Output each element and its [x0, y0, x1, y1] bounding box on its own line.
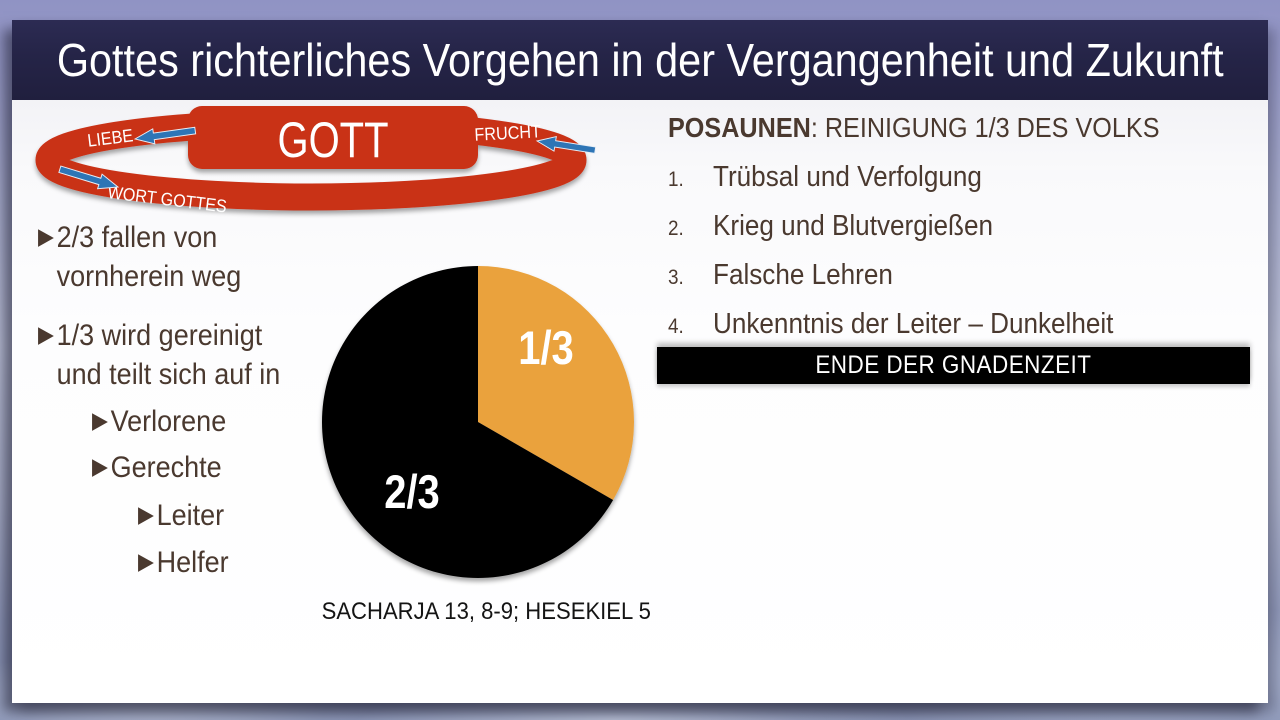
list-item-label: Gerechte — [110, 451, 222, 484]
gott-cycle-diagram: GOTT LIEBE FRUCHT WORT GOTTES — [35, 106, 597, 217]
triangle-bullet-icon: ▶ — [38, 224, 54, 250]
triangle-bullet-icon: ▶ — [92, 454, 108, 480]
gott-box — [188, 106, 478, 169]
numbered-item: 1. Trübsal und Verfolgung — [668, 161, 982, 194]
triangle-bullet-icon: ▶ — [92, 408, 108, 434]
list-item: ▶ 2/3 fallen von vornherein weg — [38, 218, 247, 296]
ende-der-gnadenzeit-banner: ENDE DER GNADENZEIT — [657, 347, 1250, 384]
wort-gottes-arrow-icon — [58, 165, 120, 190]
item-label: Trübsal und Verfolgung — [713, 161, 982, 193]
list-item: ▶ Gerechte — [92, 448, 222, 487]
pie-slice-one-third — [478, 266, 634, 500]
page-title: Gottes richterliches Vorgehen in der Ver… — [56, 34, 1224, 86]
list-item-label: Verlorene — [110, 405, 227, 438]
triangle-bullet-icon: ▶ — [138, 502, 154, 528]
list-item: ▶ 1/3 wird gereinigt und teilt sich auf … — [38, 316, 292, 394]
posaunen-heading: POSAUNEN: REINIGUNG 1/3 DES VOLKS — [668, 112, 1160, 144]
pie-slice-two-thirds — [322, 266, 614, 578]
frucht-label: FRUCHT — [474, 121, 542, 144]
list-item: ▶ Leiter — [138, 496, 224, 535]
item-number: 3. — [668, 266, 684, 289]
item-number: 2. — [668, 217, 684, 240]
banner-label: ENDE DER GNADENZEIT — [815, 351, 1092, 379]
numbered-item: 3. Falsche Lehren — [668, 259, 893, 292]
liebe-arrow-icon — [133, 126, 197, 145]
list-item: ▶ Helfer — [138, 543, 229, 582]
item-label: Unkenntnis der Leiter – Dunkelheit — [713, 308, 1114, 340]
triangle-bullet-icon: ▶ — [38, 322, 54, 348]
list-item-label: 1/3 wird gereinigt und teilt sich auf in — [56, 319, 281, 391]
list-item-label: Helfer — [156, 546, 229, 579]
slide-canvas: Gottes richterliches Vorgehen in der Ver… — [12, 20, 1268, 703]
posaunen-heading-rest: : REINIGUNG 1/3 DES VOLKS — [810, 112, 1160, 143]
title-bar: Gottes richterliches Vorgehen in der Ver… — [12, 20, 1268, 100]
item-number: 4. — [668, 315, 684, 338]
list-item-label: 2/3 fallen von vornherein weg — [56, 221, 242, 293]
item-label: Krieg und Blutvergießen — [713, 210, 994, 242]
numbered-item: 4. Unkenntnis der Leiter – Dunkelheit — [668, 308, 1113, 341]
list-item: ▶ Verlorene — [92, 402, 226, 441]
pie-label-two-thirds: 2/3 — [384, 467, 440, 519]
thirds-pie-chart: 1/3 2/3 — [322, 266, 634, 578]
item-number: 1. — [668, 168, 684, 191]
gott-label: GOTT — [277, 112, 388, 168]
pie-label-one-third: 1/3 — [518, 323, 574, 375]
posaunen-heading-bold: POSAUNEN — [668, 112, 811, 143]
numbered-item: 2. Krieg und Blutvergießen — [668, 210, 993, 243]
item-label: Falsche Lehren — [713, 259, 893, 291]
scripture-caption: SACHARJA 13, 8-9; HESEKIEL 5 — [321, 598, 651, 625]
triangle-bullet-icon: ▶ — [138, 549, 154, 575]
list-item-label: Leiter — [156, 499, 225, 532]
frucht-arrow-icon — [535, 136, 597, 154]
